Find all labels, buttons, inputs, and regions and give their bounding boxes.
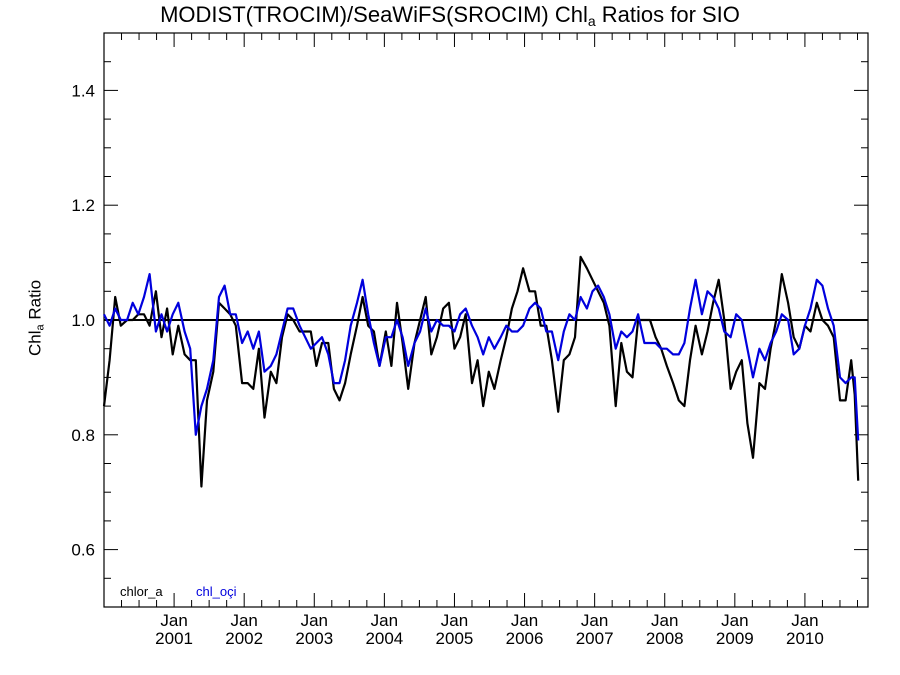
x-tick-label-year: 2001 (155, 629, 193, 648)
chart-title: MODIST(TROCIM)/SeaWiFS(SROCIM) Chla Rati… (0, 2, 900, 29)
title-main: MODIST(TROCIM)/SeaWiFS(SROCIM) Chl (160, 2, 588, 27)
x-tick-label-month: Jan (651, 611, 678, 630)
x-tick-label-month: Jan (721, 611, 748, 630)
y-tick-label: 1.2 (71, 196, 95, 215)
x-tick-label-year: 2003 (295, 629, 333, 648)
x-tick-label-year: 2009 (716, 629, 754, 648)
y-tick-label: 1.0 (71, 311, 95, 330)
series-line-chlor-a (102, 255, 860, 488)
x-tick-label-year: 2010 (786, 629, 824, 648)
x-tick-label-month: Jan (371, 611, 398, 630)
legend-entry-chlor-a: chlor_a (120, 584, 163, 599)
axis-tick-labels: 0.60.81.01.21.4Jan2001Jan2002Jan2003Jan2… (71, 81, 823, 648)
y-tick-label: 0.6 (71, 541, 95, 560)
series-line-chl-oci (103, 273, 860, 441)
x-tick-label-year: 2004 (365, 629, 403, 648)
x-tick-label-year: 2002 (225, 629, 263, 648)
axis-ticks (104, 32, 868, 608)
x-tick-label-month: Jan (581, 611, 608, 630)
x-tick-label-year: 2006 (506, 629, 544, 648)
x-tick-label-year: 2007 (576, 629, 614, 648)
y-tick-label: 0.8 (71, 426, 95, 445)
x-tick-label-month: Jan (791, 611, 818, 630)
x-tick-label-year: 2008 (646, 629, 684, 648)
y-tick-label: 1.4 (71, 81, 95, 100)
x-tick-label-month: Jan (441, 611, 468, 630)
title-subscript: a (587, 13, 596, 29)
x-tick-label-month: Jan (301, 611, 328, 630)
x-tick-label-month: Jan (511, 611, 538, 630)
x-tick-label-month: Jan (160, 611, 187, 630)
x-tick-label-year: 2005 (436, 629, 474, 648)
title-tail: Ratios for SIO (595, 2, 740, 27)
x-tick-label-month: Jan (230, 611, 257, 630)
legend-entry-chl-oci: chl_oçi (196, 584, 237, 599)
series-group (102, 255, 860, 488)
